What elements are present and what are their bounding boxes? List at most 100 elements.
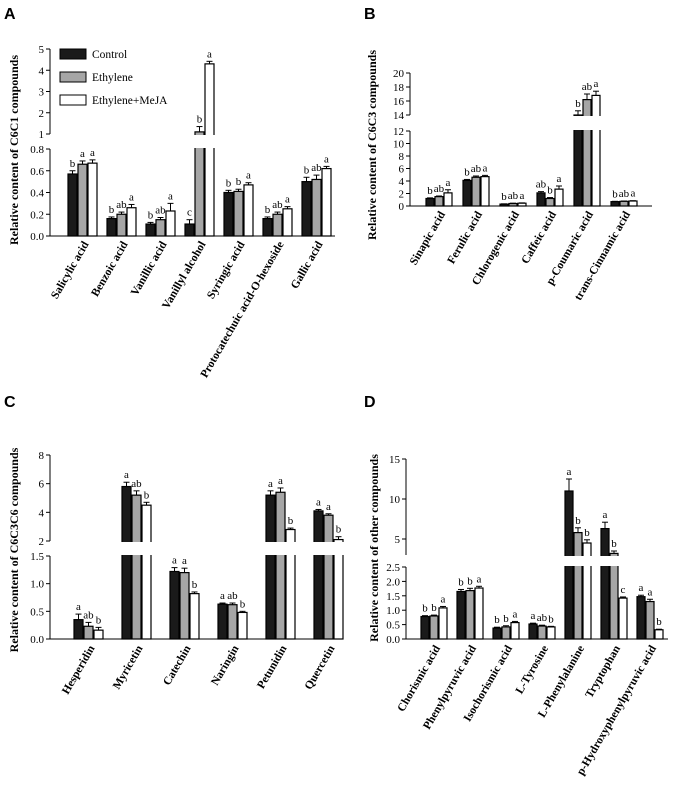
- panel-a-significance-letter: b: [236, 176, 242, 188]
- panel-b-bar-trans-cinnamic-acid-ethylene: [619, 200, 629, 207]
- panel-a-significance-letter: a: [246, 170, 251, 182]
- panel-a-category-salicylic-acid: Salicylic acid: [49, 239, 92, 301]
- panel-c-significance-letter: a: [172, 555, 177, 567]
- panel-a-y-tick-label: 2: [39, 108, 45, 120]
- panel-a-bar-syringic-acid-ethylene-meja: [243, 184, 254, 237]
- panel-b-y-tick-label: 4: [399, 176, 405, 188]
- panel-d-category-p-hydroxyphenylpyruvic-acid: p-Hydroxyphenylpyruvic acid: [575, 643, 660, 777]
- panel-b-significance-letter: a: [631, 188, 636, 200]
- legend-label-control: Control: [92, 49, 127, 61]
- panel-a-significance-letter: c: [187, 207, 192, 219]
- panel-c-bar-myricetin-ethylene-meja: [141, 504, 152, 640]
- panel-c-bar-quercetin-control: [313, 510, 324, 640]
- panel-a-bar-benzoic-acid-control: [106, 218, 117, 237]
- panel-c-significance-letter: b: [240, 598, 246, 610]
- panel-d-significance-letter: a: [639, 582, 644, 594]
- panel-c-significance-letter: a: [278, 475, 283, 487]
- panel-d-bar-isochorismic-acid-ethylene-meja: [510, 621, 520, 640]
- panel-b-bar-ferulic-acid-ethylene-meja: [480, 176, 490, 207]
- panel-a-bar-syringic-acid-control: [223, 191, 234, 237]
- panel-b-category-ferulic-acid: Ferulic acid: [445, 209, 485, 266]
- panel-c-y-tick-label: 4: [39, 507, 45, 519]
- panel-d-category-l-tyrosine: L-Tyrosine: [514, 644, 551, 697]
- panel-d-bar-l-tyrosine-ethylene-meja: [546, 626, 556, 640]
- panel-b-significance-letter: b: [427, 185, 433, 197]
- panel-a-significance-letter: b: [109, 204, 115, 216]
- panel-b-bar-trans-cinnamic-acid-control: [610, 201, 620, 207]
- panel-d-bar-phenylpyruvic-acid-control: [456, 590, 466, 640]
- panel-a-significance-letter: b: [197, 114, 203, 126]
- panel-d-significance-letter: a: [477, 573, 482, 585]
- legend-swatch-ethylene: [59, 71, 87, 83]
- panel-a-bar-vanillic-acid-control: [145, 223, 156, 237]
- panel-a-category-gallic-acid: Gallic acid: [289, 239, 326, 291]
- panel-d-significance-letter: a: [441, 593, 446, 605]
- panel-c-ylabel: Relative content of C6C3C6 compounds: [7, 447, 21, 652]
- panel-c-significance-letter: ab: [131, 478, 142, 490]
- panel-c-significance-letter: a: [268, 478, 273, 490]
- panel-d-ylabel: Relative content of other compounds: [367, 454, 381, 642]
- panel-c-significance-letter: b: [192, 579, 198, 591]
- panel-a-bar-vanillic-acid-ethylene: [155, 219, 166, 237]
- panel-b-category-caffeic-acid: Caffeic acid: [519, 209, 559, 266]
- panel-b-significance-letter: a: [446, 177, 451, 189]
- panel-c-significance-letter: a: [124, 469, 129, 481]
- panel-a-y-tick-label: 0.6: [30, 166, 44, 178]
- panel-d-significance-letter: b: [494, 614, 500, 626]
- panel-b-y-tick-label: 8: [399, 151, 405, 163]
- panel-a-significance-letter: b: [304, 164, 310, 176]
- panel-b-bar-ferulic-acid-control: [462, 179, 472, 207]
- panel-c-label: C: [4, 394, 16, 411]
- panel-b-bar-chlorogenic-acid-control: [499, 203, 509, 207]
- panel-a: A Relative content of C6C1 compounds 0.0…: [4, 6, 341, 380]
- panel-b-label: B: [364, 6, 376, 23]
- panel-d-significance-letter: a: [567, 466, 572, 478]
- panel-d-bar-phenylpyruvic-acid-ethylene-meja: [474, 587, 484, 640]
- panel-b-significance-letter: b: [612, 188, 618, 200]
- panel-d-significance-letter: b: [422, 603, 428, 615]
- panel-a-bar-vanillyl-alcohol-control: [184, 223, 195, 237]
- panel-a-significance-letter: a: [207, 48, 212, 60]
- panel-c-significance-letter: b: [144, 489, 150, 501]
- panel-a-bar-protocatechuic-acid-o-hexoside-ethylene-meja: [282, 208, 293, 237]
- panel-b-y-tick-label: 12: [393, 126, 404, 138]
- panel-d-bar-p-hydroxyphenylpyruvic-acid-ethylene: [645, 600, 655, 640]
- panel-d-bar-l-tyrosine-control: [528, 623, 538, 640]
- legend: Control Ethylene Ethylene+MeJA: [59, 48, 168, 107]
- panel-b-y-tick-label: 16: [393, 96, 405, 108]
- panel-b-significance-letter: a: [483, 162, 488, 174]
- panel-d-bar-tryptophan-ethylene-meja: [618, 597, 628, 640]
- panel-b-y-tick-label: 14: [393, 110, 405, 122]
- panel-d-y-tick-label: 1.0: [386, 605, 400, 617]
- panel-a-significance-letter: ab: [272, 199, 283, 211]
- panel-b-bar-trans-cinnamic-acid-ethylene-meja: [628, 200, 638, 207]
- panel-d-significance-letter: b: [575, 515, 581, 527]
- panel-d-significance-letter: b: [458, 576, 464, 588]
- panel-d-bar-p-hydroxyphenylpyruvic-acid-ethylene-meja: [654, 629, 664, 640]
- panel-d-y-tick-label: 2.5: [386, 562, 400, 574]
- panel-a-y-tick-label: 1: [39, 129, 45, 141]
- panel-a-bar-vanillyl-alcohol-ethylene-meja: [204, 63, 215, 237]
- panel-a-bar-salicylic-acid-ethylene: [77, 163, 88, 237]
- panel-c-category-naringin: Naringin: [209, 643, 242, 688]
- panel-c-bar-hesperidin-ethylene-meja: [93, 629, 104, 640]
- panel-c-significance-letter: a: [182, 555, 187, 567]
- panel-c-significance-letter: a: [220, 590, 225, 602]
- panel-a-bar-salicylic-acid-control: [67, 173, 78, 237]
- panel-a-y-tick-label: 4: [39, 65, 45, 77]
- panel-b-bar-chlorogenic-acid-ethylene: [508, 202, 518, 207]
- panel-c-significance-letter: ab: [227, 590, 238, 602]
- panel-c-bar-myricetin-ethylene: [131, 494, 142, 640]
- panel-b-y-tick-label: 10: [393, 139, 405, 151]
- panel-b-significance-letter: b: [501, 191, 507, 203]
- panel-c-bar-petunidin-ethylene: [275, 491, 286, 640]
- panel-d-significance-letter: b: [584, 527, 590, 539]
- panel-a-label: A: [4, 6, 16, 23]
- panel-a-significance-letter: ab: [155, 205, 166, 217]
- panel-c-bar-catechin-ethylene-meja: [189, 593, 200, 640]
- panel-a-significance-letter: ab: [311, 162, 322, 174]
- panel-b-significance-letter: ab: [434, 183, 445, 195]
- panel-c-bar-quercetin-ethylene: [323, 514, 334, 640]
